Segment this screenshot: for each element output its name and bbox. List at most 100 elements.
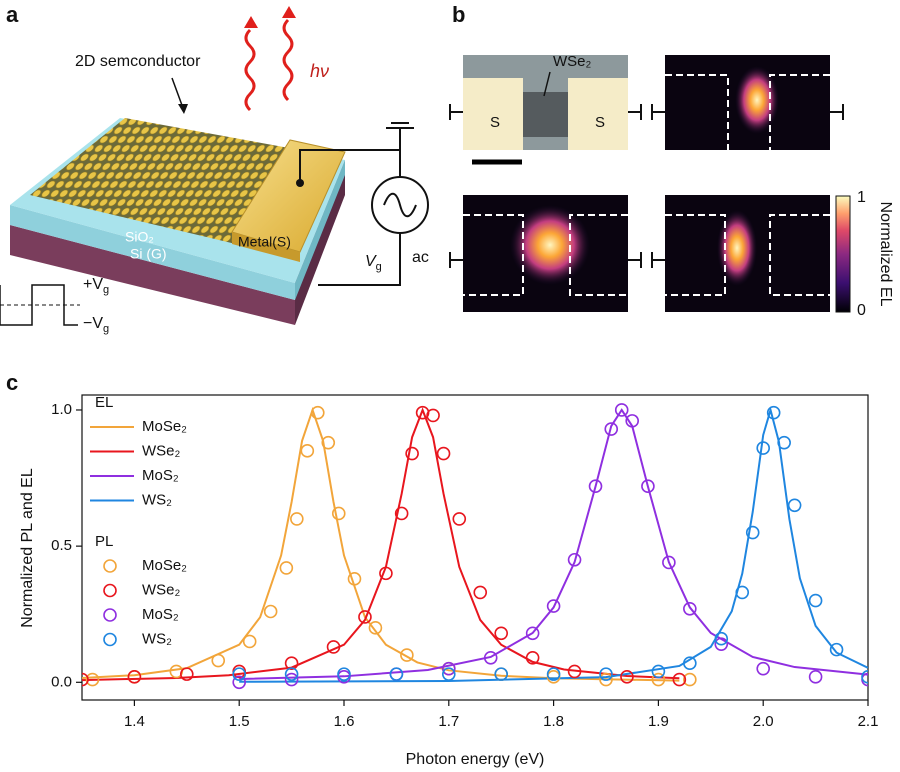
legend-swatch	[103, 583, 117, 598]
legend-label: MoSe₂	[142, 557, 187, 574]
pl-point	[745, 525, 760, 540]
legend-label: MoS₂	[142, 467, 179, 484]
symbol: +V	[83, 276, 103, 293]
source-label: S	[595, 114, 605, 131]
pl-point	[651, 664, 666, 679]
legend-title: EL	[95, 394, 113, 411]
spectra-chart: Photon energy (eV) Normalized PL and EL	[19, 394, 869, 768]
pl-point	[641, 479, 655, 494]
pl-point	[683, 672, 697, 687]
pl-point	[284, 656, 299, 671]
pl-point	[599, 667, 613, 681]
substrate-label: Si (G)	[130, 246, 167, 262]
subscript: g	[103, 284, 109, 296]
legend-swatch	[103, 559, 117, 573]
x-tick-label: 1.6	[334, 713, 355, 730]
substrate-front	[10, 225, 295, 325]
y-tick-label: 0.5	[51, 537, 72, 554]
material-label: WSe₂	[553, 53, 592, 70]
legend-label: MoS₂	[142, 606, 179, 623]
wire	[318, 233, 401, 286]
pl-point	[525, 626, 540, 641]
pl-point	[232, 675, 246, 690]
pl-point	[436, 446, 451, 461]
colorbar-tick: 1	[857, 189, 866, 206]
symbol: V	[365, 253, 377, 270]
el-image	[665, 55, 830, 150]
colorbar-label: Normalized EL	[877, 202, 894, 307]
oxide-label: SiO₂	[125, 229, 154, 245]
pl-point	[787, 498, 802, 513]
x-tick-label: 1.4	[124, 713, 145, 730]
contact-label: Metal(S)	[238, 234, 291, 250]
pl-point	[394, 506, 409, 521]
pl-point	[861, 670, 868, 684]
pl-point	[777, 435, 791, 450]
x-tick-label: 2.1	[858, 713, 879, 730]
pl-point	[85, 672, 100, 687]
pl-point	[620, 670, 634, 684]
pl-point	[494, 626, 509, 641]
pl-point	[808, 593, 823, 608]
ac-symbol	[383, 192, 417, 218]
y-axis-label: Normalized PL and EL	[19, 468, 36, 628]
waveform-high: +Vg	[83, 276, 109, 296]
pl-point	[358, 610, 372, 624]
panel-label: c	[6, 370, 18, 395]
pl-point	[588, 479, 603, 494]
pl-point	[321, 435, 336, 450]
plot-area	[82, 403, 868, 690]
pl-point	[82, 672, 89, 687]
pl-point	[525, 650, 540, 665]
pl-point	[651, 672, 666, 687]
legend-title: PL	[95, 533, 113, 550]
pl-point	[279, 561, 294, 575]
pl-point	[127, 670, 142, 684]
pl-point	[546, 599, 561, 613]
arrow-head	[178, 104, 188, 114]
legend-swatch	[103, 608, 117, 622]
pl-point	[683, 601, 697, 616]
pl-point	[300, 444, 315, 458]
device-illustration	[0, 6, 429, 326]
pl-point	[232, 667, 246, 681]
el-curve	[239, 406, 868, 683]
metal-contact-side	[232, 232, 300, 262]
el-image	[665, 195, 830, 312]
pl-point	[400, 648, 414, 662]
el-curve	[239, 408, 868, 681]
pl-point	[290, 512, 304, 526]
square-wave	[0, 284, 78, 326]
pl-point	[494, 667, 509, 681]
pl-point	[389, 667, 404, 681]
pl-point	[672, 672, 687, 687]
semiconductor-layer	[30, 118, 300, 245]
y-tick-label: 1.0	[51, 401, 72, 418]
photon-label: hν	[310, 61, 329, 81]
pl-point	[714, 637, 729, 651]
gate-voltage-label: Vg	[365, 253, 382, 273]
pl-point	[714, 631, 729, 646]
pl-point	[546, 670, 561, 684]
pl-point	[426, 408, 440, 423]
panel-label: b	[452, 2, 465, 27]
photon-wave	[244, 28, 256, 112]
pl-point	[683, 656, 697, 671]
pl-point	[662, 555, 676, 570]
subscript: g	[376, 261, 382, 273]
source-label: ac	[412, 249, 429, 266]
pl-point	[735, 585, 750, 600]
legend-label: WS₂	[142, 630, 172, 647]
legend-label: MoSe₂	[142, 418, 187, 435]
colorbar-tick: 0	[857, 302, 866, 319]
pl-point	[808, 670, 823, 684]
pl-point	[347, 572, 362, 586]
symbol: −V	[83, 315, 103, 332]
pl-point	[604, 422, 619, 436]
oxide-side	[295, 160, 345, 300]
photon-wave	[282, 18, 294, 102]
pl-point	[211, 653, 226, 668]
pl-point	[473, 585, 488, 600]
pl-point	[441, 661, 456, 676]
